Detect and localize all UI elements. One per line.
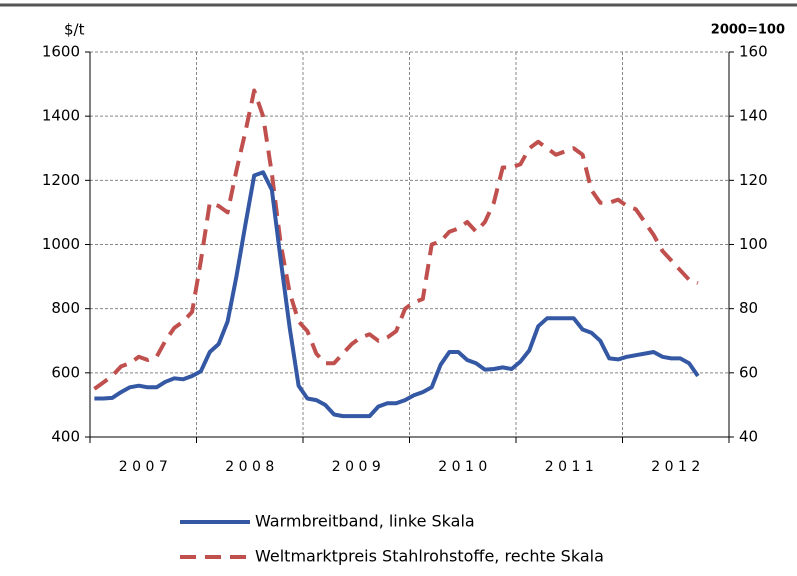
y-tick-label: 800 bbox=[51, 299, 80, 317]
x-tick-label: 2 0 1 1 bbox=[545, 459, 594, 475]
y2-tick-label: 120 bbox=[739, 171, 768, 189]
y2-axis-title: 2000=100 bbox=[711, 23, 785, 38]
y2-tick-label: 40 bbox=[739, 428, 758, 446]
y2-tick-label: 100 bbox=[739, 235, 768, 253]
x-tick-label: 2 0 0 8 bbox=[225, 459, 274, 475]
y-tick-label: 1000 bbox=[42, 235, 80, 253]
x-tick-label: 2 0 0 9 bbox=[332, 459, 381, 475]
x-tick-label: 2 0 1 0 bbox=[438, 459, 487, 475]
y2-tick-label: 60 bbox=[739, 363, 758, 381]
legend-label: Weltmarktpreis Stahlrohstoffe, rechte Sk… bbox=[255, 547, 604, 566]
series-line bbox=[93, 88, 699, 391]
y-tick-label: 1200 bbox=[42, 171, 80, 189]
y-tick-label: 400 bbox=[51, 428, 80, 446]
y-tick-label: 600 bbox=[51, 363, 80, 381]
legend-label: Warmbreitband, linke Skala bbox=[255, 512, 475, 531]
y-tick-label: 1400 bbox=[42, 107, 80, 125]
x-tick-label: 2 0 0 7 bbox=[119, 459, 168, 475]
y2-tick-label: 140 bbox=[739, 107, 768, 125]
series-line bbox=[94, 170, 700, 419]
y-tick-label: 1600 bbox=[42, 43, 80, 61]
y2-tick-label: 80 bbox=[739, 299, 758, 317]
y-axis-title: $/t bbox=[64, 21, 85, 39]
x-tick-label: 2 0 1 2 bbox=[651, 459, 700, 475]
y2-tick-label: 160 bbox=[739, 43, 768, 61]
